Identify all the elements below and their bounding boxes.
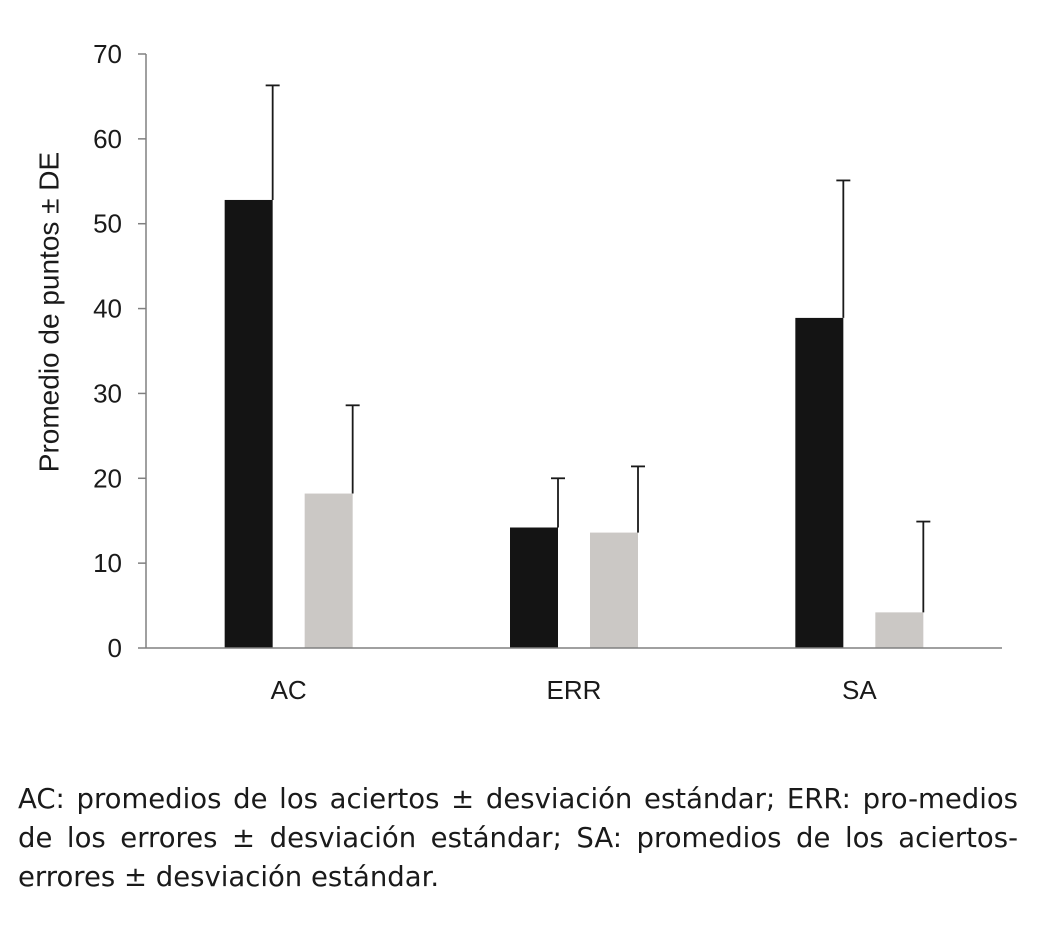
bar bbox=[590, 532, 638, 648]
y-tick-label: 0 bbox=[108, 633, 122, 663]
x-axis-labels: AC ERR SA bbox=[271, 675, 878, 705]
bar bbox=[875, 612, 924, 648]
x-tick-label: SA bbox=[842, 675, 877, 705]
y-tick-label: 30 bbox=[93, 378, 122, 408]
y-axis-label-group: Promedio de puntos ± DE bbox=[34, 152, 65, 472]
y-tick-label: 20 bbox=[93, 463, 122, 493]
bar bbox=[224, 199, 273, 648]
x-tick-label: AC bbox=[271, 675, 307, 705]
y-axis-label: Promedio de puntos ± DE bbox=[34, 152, 65, 472]
bar-chart: Promedio de puntos ± DE 010203040506070 … bbox=[34, 39, 1002, 705]
y-tick-label: 70 bbox=[93, 39, 122, 69]
x-tick-label: ERR bbox=[547, 675, 602, 705]
error-bars bbox=[265, 84, 931, 613]
bars bbox=[224, 199, 924, 648]
y-tick-label: 40 bbox=[93, 294, 122, 324]
bar bbox=[304, 493, 353, 648]
y-tick-label: 10 bbox=[93, 548, 122, 578]
bar bbox=[510, 527, 558, 648]
y-tick-label: 60 bbox=[93, 124, 122, 154]
y-tick-label: 50 bbox=[93, 209, 122, 239]
y-axis-ticks: 0 10 20 30 40 50 60 70 bbox=[93, 39, 146, 663]
bar bbox=[795, 317, 844, 648]
figure-caption: AC: promedios de los aciertos ± desviaci… bbox=[18, 783, 1018, 893]
